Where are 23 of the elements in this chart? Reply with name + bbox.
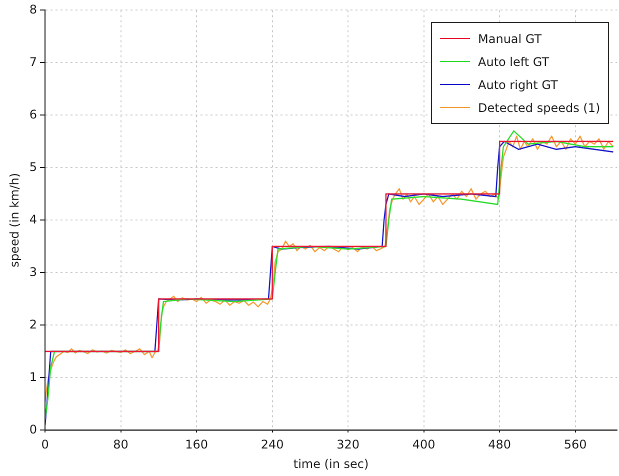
y-tick-label: 1: [29, 370, 38, 384]
y-tick-label: 0: [29, 422, 38, 436]
y-tick-label: 4: [29, 212, 38, 226]
x-tick-label: 400: [412, 438, 436, 452]
x-tick-label: 0: [41, 438, 49, 452]
y-tick-label: 3: [29, 264, 38, 279]
y-axis-title: speed (in km/h): [7, 172, 22, 268]
y-tick-label: 6: [29, 107, 38, 122]
x-tick-label: 160: [185, 438, 208, 452]
y-tick-label: 8: [29, 2, 38, 16]
legend-label: Auto right GT: [478, 78, 558, 92]
x-axis-title: time (in sec): [293, 456, 369, 471]
legend-label: Detected speeds (1): [478, 100, 600, 115]
legend-label: Auto left GT: [478, 54, 550, 69]
x-tick-label: 480: [488, 438, 512, 452]
y-tick-label: 2: [29, 317, 38, 332]
legend-label: Manual GT: [478, 32, 542, 46]
x-tick-label: 80: [113, 438, 128, 452]
y-tick-label: 5: [29, 160, 38, 174]
x-tick-label: 560: [564, 438, 587, 452]
y-tick-label: 7: [29, 54, 38, 69]
x-tick-label: 240: [260, 438, 284, 452]
x-tick-label: 320: [336, 438, 360, 452]
